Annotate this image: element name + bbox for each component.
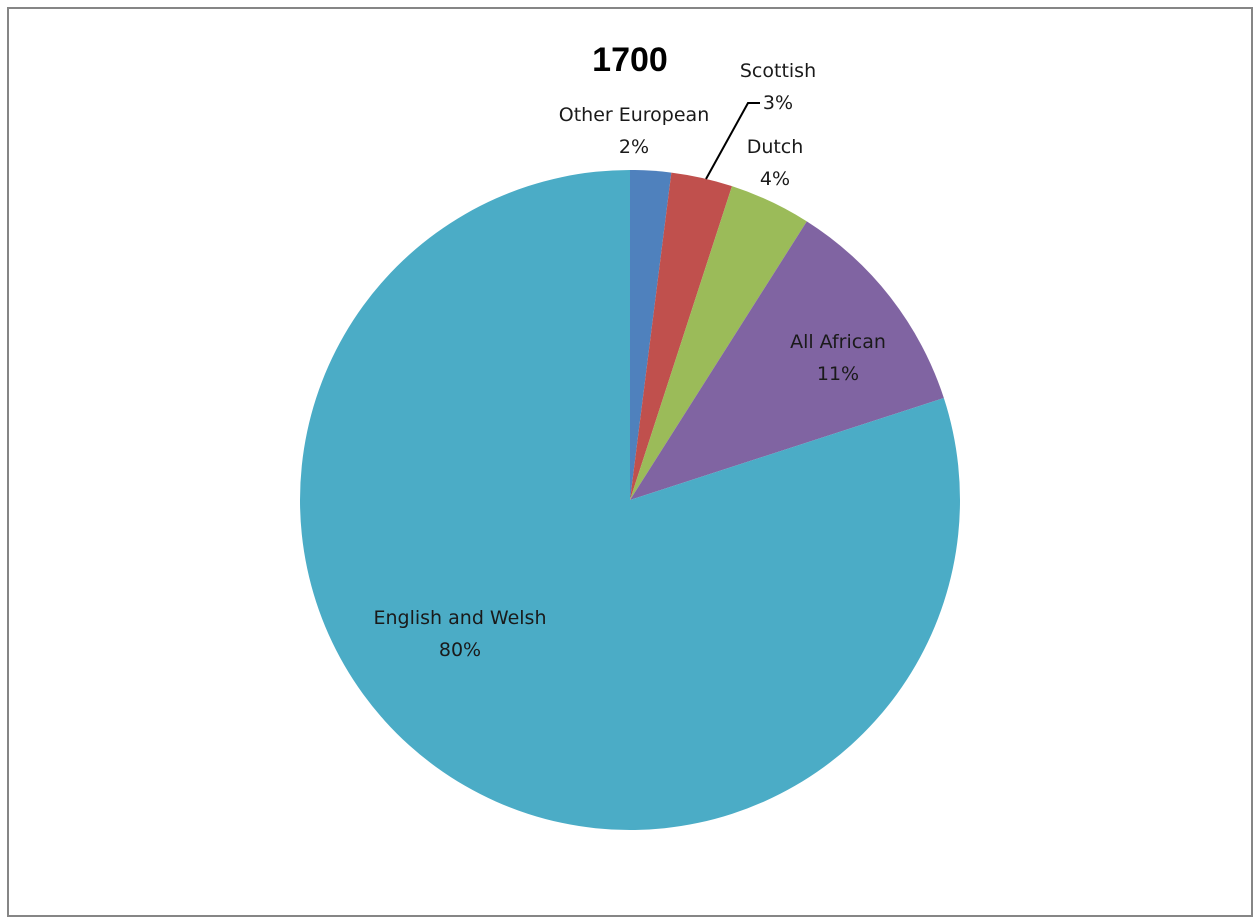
- slice-label-value: 80%: [439, 639, 481, 661]
- chart-title: 1700: [592, 41, 668, 79]
- slice-label-category: English and Welsh: [373, 607, 546, 629]
- slice-label-category: Other European: [559, 104, 710, 126]
- pie-slice-other-european: [630, 170, 672, 500]
- pie-slice-all-african: [630, 221, 944, 500]
- slice-label-category: Scottish: [740, 60, 816, 82]
- slice-label-value: 11%: [817, 363, 859, 385]
- slice-label-value: 3%: [763, 92, 793, 114]
- pie-slice-scottish: [630, 172, 732, 500]
- slice-label-category: Dutch: [747, 136, 804, 158]
- pie-slice-dutch: [630, 186, 807, 500]
- pie-slices: [300, 170, 961, 831]
- slice-label-category: All African: [790, 331, 886, 353]
- slice-label-value: 2%: [619, 136, 649, 158]
- slice-label-value: 4%: [760, 168, 790, 190]
- slice-labels: Other European 2% Scottish 3% Dutch 4% All Afr…: [373, 60, 885, 661]
- leader-line-scottish: [705, 102, 760, 180]
- pie-slice-english-and-welsh: [300, 170, 961, 831]
